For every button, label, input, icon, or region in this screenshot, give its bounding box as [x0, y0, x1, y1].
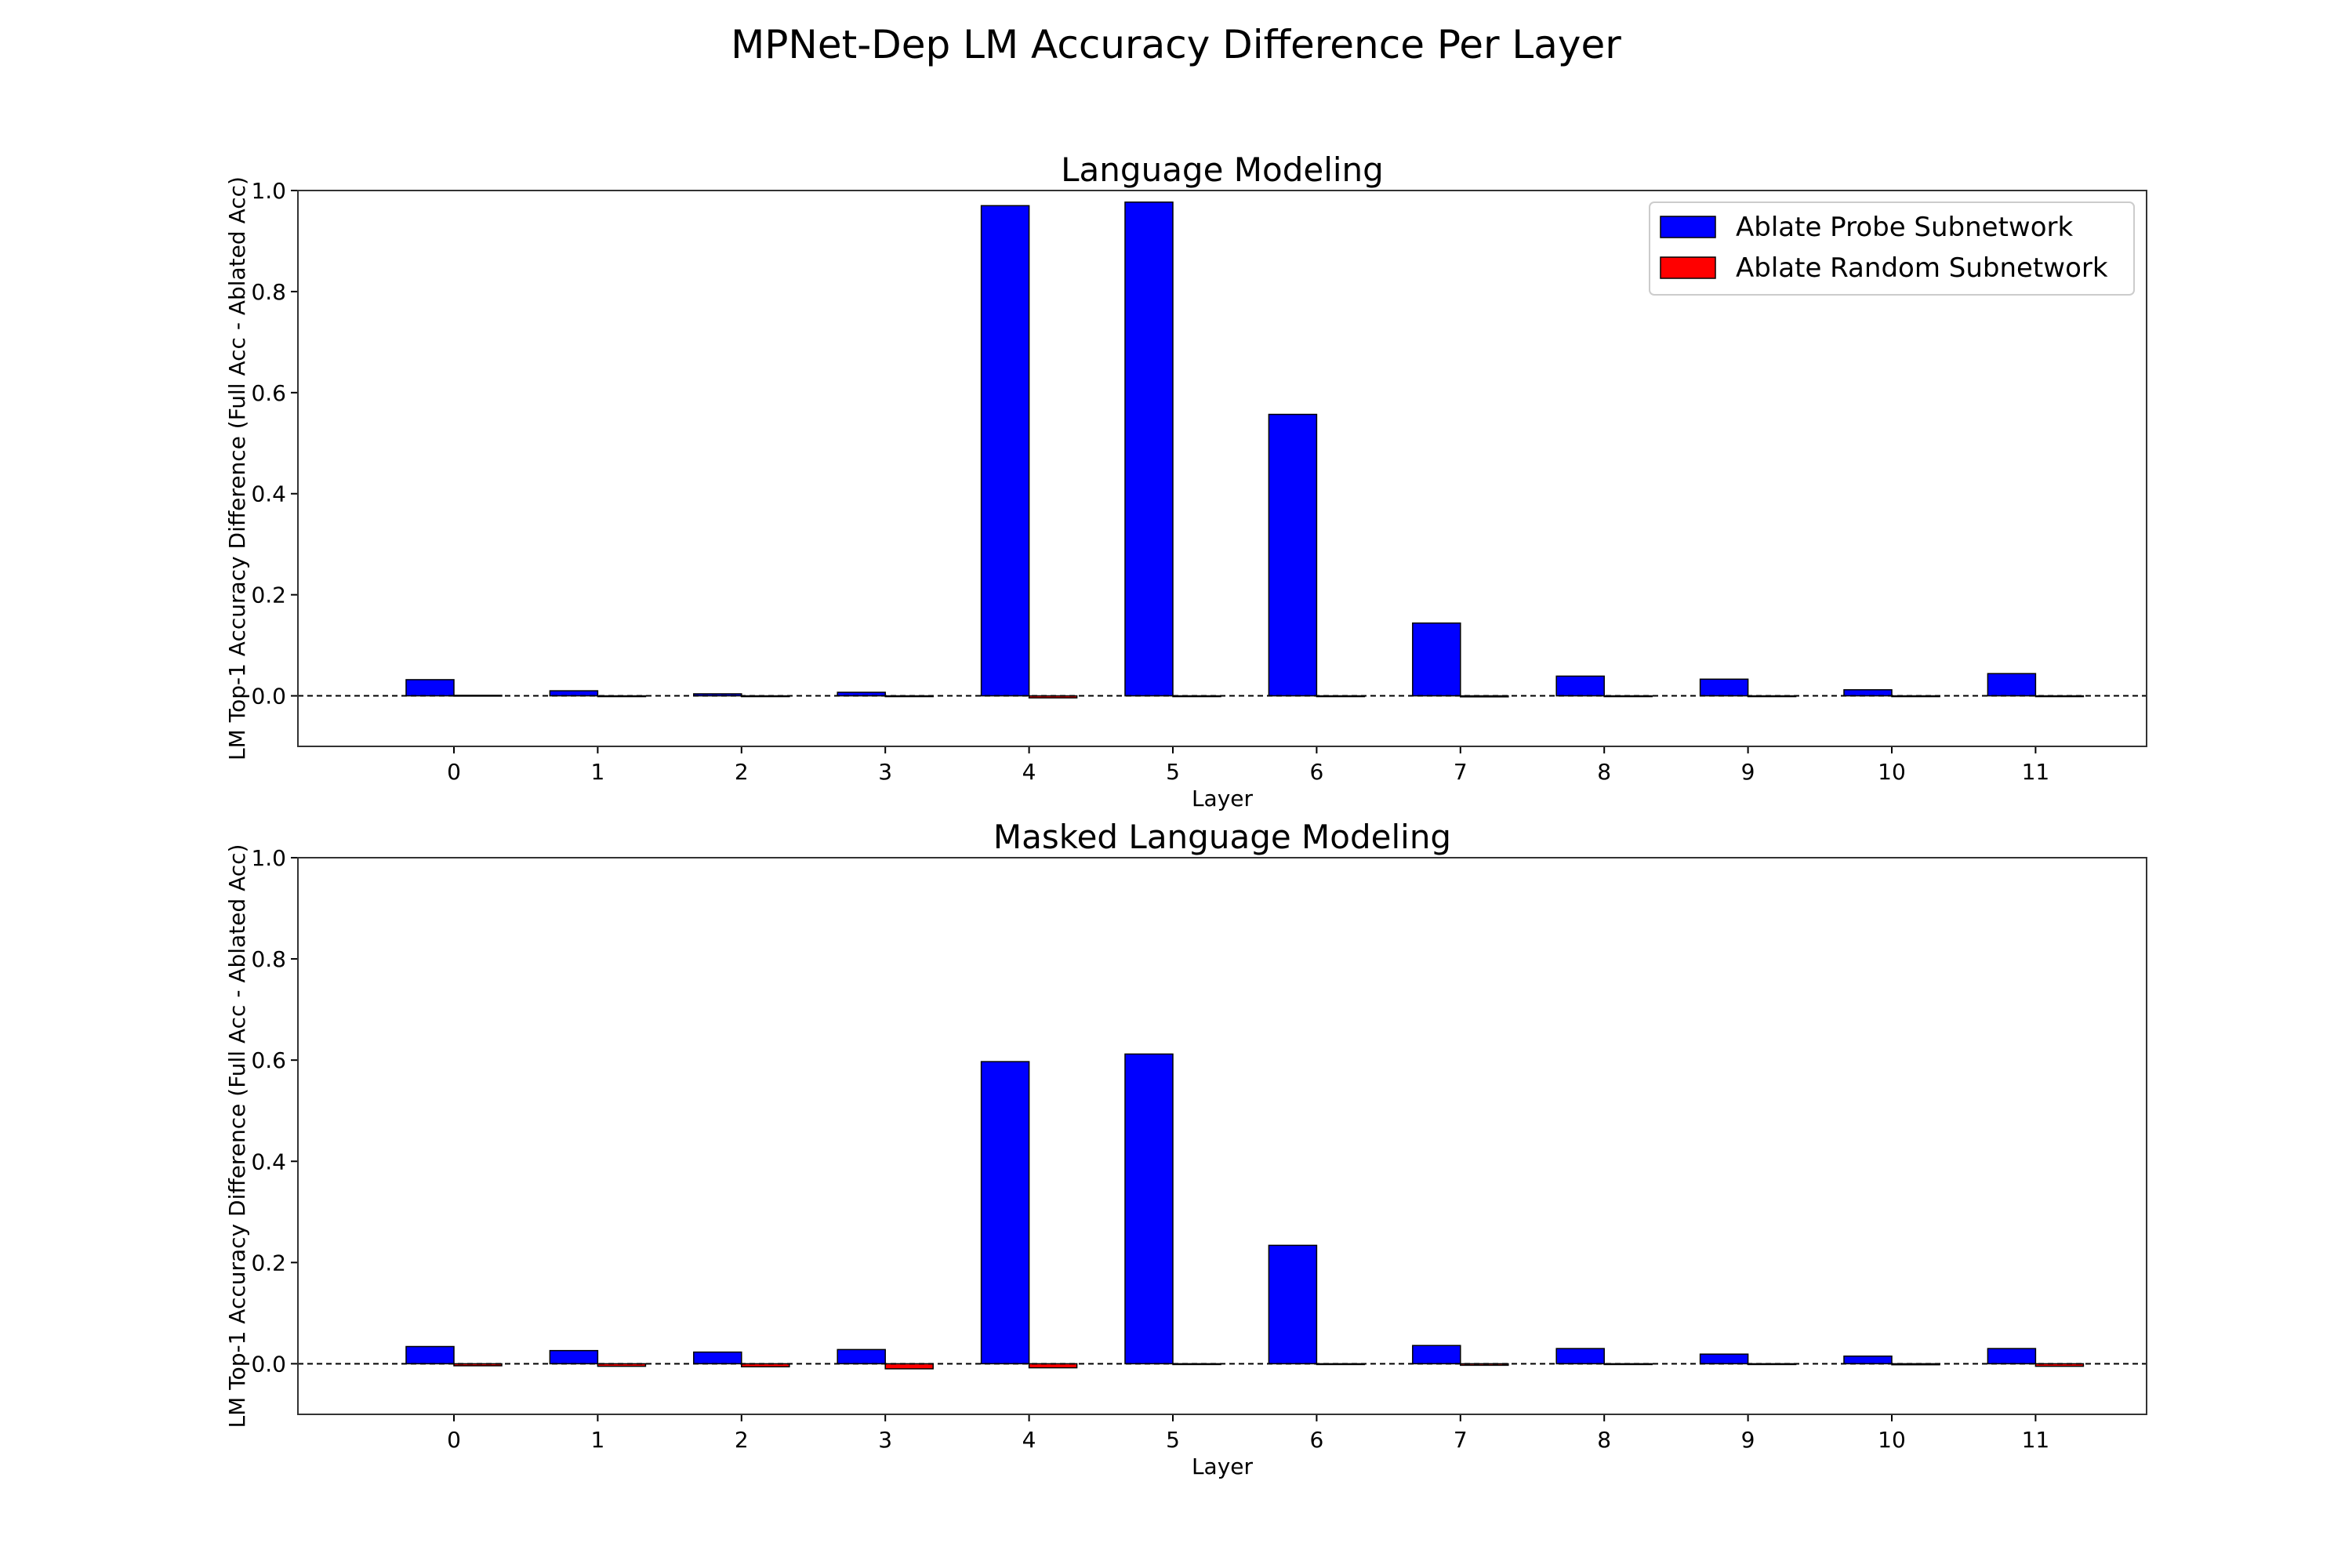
- bar-probe-layer-10: [1843, 689, 1893, 697]
- y-tick-label: 1.0: [251, 845, 286, 871]
- bar-probe-layer-0: [405, 1345, 455, 1365]
- y-tick-label: 0.8: [251, 279, 286, 305]
- bar-probe-layer-8: [1555, 1348, 1605, 1365]
- bar-random-layer-3: [884, 1363, 934, 1370]
- bar-probe-layer-3: [837, 691, 886, 697]
- x-tick-label: 3: [878, 759, 892, 785]
- bar-probe-layer-8: [1555, 675, 1605, 697]
- x-tick-label: 4: [1022, 759, 1036, 785]
- x-tick-label: 10: [1878, 759, 1906, 785]
- x-tick-label: 2: [735, 1427, 749, 1453]
- bar-probe-layer-5: [1124, 201, 1174, 697]
- axes-frame: [297, 857, 2147, 1415]
- panel-title: Language Modeling: [1061, 151, 1384, 189]
- figure-title: MPNet-Dep LM Accuracy Difference Per Lay…: [731, 22, 1621, 67]
- y-axis-label: LM Top-1 Accuracy Difference (Full Acc -…: [224, 176, 250, 760]
- x-tick-label: 9: [1741, 1427, 1755, 1453]
- x-tick-label: 0: [447, 759, 461, 785]
- y-tick-label: 0.6: [251, 380, 286, 406]
- bar-probe-layer-6: [1268, 413, 1318, 697]
- bar-probe-layer-6: [1268, 1244, 1318, 1365]
- legend-swatch: [1660, 216, 1716, 238]
- x-tick-label: 2: [735, 759, 749, 785]
- bar-probe-layer-11: [1987, 673, 2037, 697]
- x-tick-label: 6: [1309, 1427, 1323, 1453]
- y-axis-label: LM Top-1 Accuracy Difference (Full Acc -…: [224, 844, 250, 1428]
- x-tick-label: 11: [2022, 1427, 2050, 1453]
- x-tick-label: 7: [1454, 1427, 1468, 1453]
- x-axis-label: Layer: [1192, 1454, 1254, 1479]
- x-axis-label: Layer: [1192, 786, 1254, 811]
- x-tick-label: 8: [1597, 1427, 1611, 1453]
- x-tick-label: 7: [1454, 759, 1468, 785]
- y-tick-label: 0.2: [251, 583, 286, 608]
- y-tick-label: 1.0: [251, 178, 286, 204]
- bar-probe-layer-4: [980, 205, 1030, 697]
- y-tick-label: 0.0: [251, 1351, 286, 1377]
- axes-frame: [297, 190, 2147, 747]
- x-tick-label: 11: [2022, 759, 2050, 785]
- bar-probe-layer-5: [1124, 1053, 1174, 1365]
- panel-title: Masked Language Modeling: [993, 818, 1451, 856]
- y-tick-label: 0.4: [251, 481, 286, 507]
- x-tick-label: 5: [1166, 1427, 1180, 1453]
- bar-probe-layer-9: [1699, 1353, 1749, 1365]
- x-tick-label: 0: [447, 1427, 461, 1453]
- bar-probe-layer-9: [1699, 678, 1749, 697]
- bar-probe-layer-7: [1412, 1345, 1461, 1365]
- legend-swatch: [1660, 256, 1716, 279]
- x-tick-label: 9: [1741, 759, 1755, 785]
- x-tick-label: 10: [1878, 1427, 1906, 1453]
- bar-probe-layer-1: [549, 1349, 599, 1365]
- x-tick-label: 3: [878, 1427, 892, 1453]
- legend-entry: Ablate Probe Subnetwork: [1736, 212, 2074, 243]
- x-tick-label: 4: [1022, 1427, 1036, 1453]
- legend-entry: Ablate Random Subnetwork: [1736, 252, 2108, 284]
- bar-probe-layer-11: [1987, 1348, 2037, 1365]
- x-tick-label: 6: [1309, 759, 1323, 785]
- bar-probe-layer-3: [837, 1348, 886, 1365]
- x-tick-label: 5: [1166, 759, 1180, 785]
- legend-box: [1649, 201, 2135, 296]
- y-tick-label: 0.2: [251, 1250, 286, 1276]
- bar-random-layer-2: [741, 1363, 790, 1368]
- y-tick-label: 0.4: [251, 1149, 286, 1174]
- x-tick-label: 8: [1597, 759, 1611, 785]
- bar-probe-layer-0: [405, 679, 455, 697]
- bar-probe-layer-2: [693, 1351, 742, 1365]
- y-tick-label: 0.6: [251, 1047, 286, 1073]
- bar-probe-layer-2: [693, 693, 742, 697]
- y-tick-label: 0.0: [251, 684, 286, 710]
- x-tick-label: 1: [590, 759, 604, 785]
- y-tick-label: 0.8: [251, 946, 286, 972]
- x-tick-label: 1: [590, 1427, 604, 1453]
- bar-probe-layer-7: [1412, 622, 1461, 697]
- bar-probe-layer-4: [980, 1061, 1030, 1365]
- bar-probe-layer-10: [1843, 1356, 1893, 1365]
